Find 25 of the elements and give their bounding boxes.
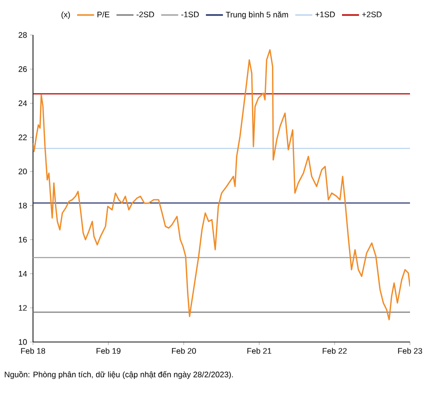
line-series [33, 49, 410, 320]
y-tick-label: 24 [18, 100, 27, 106]
y-tick-label: 12 [18, 305, 27, 311]
y-tick-label: 28 [18, 32, 27, 38]
y-tick-label: 26 [18, 66, 27, 72]
x-tick-label: Feb 20 [172, 348, 196, 354]
text: Nguồn: Phòng phân tích, dữ liệu (cập nhật đến ngày 28/2/2023). [4, 371, 233, 379]
x-tick-label: Feb 18 [21, 348, 46, 354]
legend-label: Trung bình 5 năm [226, 11, 288, 19]
y-tick-label: 16 [18, 236, 27, 242]
legend-title: (x) [62, 11, 70, 19]
x-tick-label: Feb 19 [96, 348, 120, 354]
x-tick-label: Feb 23 [398, 348, 422, 354]
legend-label: +2SD [362, 12, 382, 18]
y-tick-label: 10 [18, 339, 27, 345]
y-tick-label: 14 [18, 271, 27, 277]
legend-label: -2SD [136, 12, 154, 18]
x-tick-label: Feb 22 [322, 348, 347, 354]
legend-label: P/E [98, 11, 110, 18]
legend-label: -1SD [181, 12, 199, 18]
legend-label: +1SD [315, 12, 335, 18]
y-tick-label: 18 [18, 202, 27, 208]
y-tick-label: 22 [18, 134, 27, 140]
x-tick-label: Feb 21 [247, 348, 272, 354]
y-tick-label: 20 [18, 168, 27, 174]
